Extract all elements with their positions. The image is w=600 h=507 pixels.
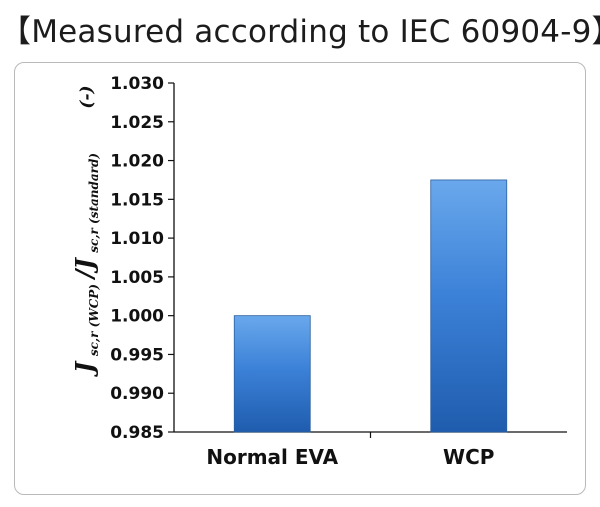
y-tick-label: 1.010 [110, 229, 164, 249]
svg-text:J sc,r (WCP) /: J sc,r (WCP) /J sc,r (standard) [70, 153, 102, 377]
y-axis-label: J sc,r (WCP) /J sc,r (standard) [70, 153, 102, 377]
y-label-sub2: sc,r (standard) [87, 153, 101, 253]
y-tick-label: 0.995 [110, 345, 164, 365]
y-tick-label: 1.015 [110, 190, 164, 210]
y-tick-label: 1.005 [110, 268, 164, 288]
y-tick-label: 0.985 [110, 423, 164, 443]
chart-frame: J sc,r (WCP) /J sc,r (standard) (-) 0.98… [14, 62, 586, 495]
bar [233, 315, 311, 433]
y-tick-label: 1.030 [110, 74, 164, 94]
page-title: 【Measured according to IEC 60904-9】 [0, 14, 600, 50]
y-label-sep: /J [70, 257, 99, 281]
y-label-main: J [70, 360, 99, 377]
y-unit-label: (-) [77, 85, 97, 108]
y-tick-label: 1.025 [110, 113, 164, 133]
y-tick-label: 1.000 [110, 307, 164, 327]
bar [430, 179, 508, 433]
y-label-sub1: sc,r (WCP) [87, 284, 101, 356]
plot-area: 0.985 0.990 0.995 1.000 1.005 1.010 1.015 1.020… [110, 74, 567, 469]
y-tick-label: 1.020 [110, 152, 164, 172]
x-category-label: WCP [443, 445, 494, 469]
x-category-label: Normal EVA [206, 445, 338, 469]
y-tick-label: 0.990 [110, 384, 164, 404]
bar-chart: J sc,r (WCP) /J sc,r (standard) (-) 0.98… [70, 74, 567, 469]
